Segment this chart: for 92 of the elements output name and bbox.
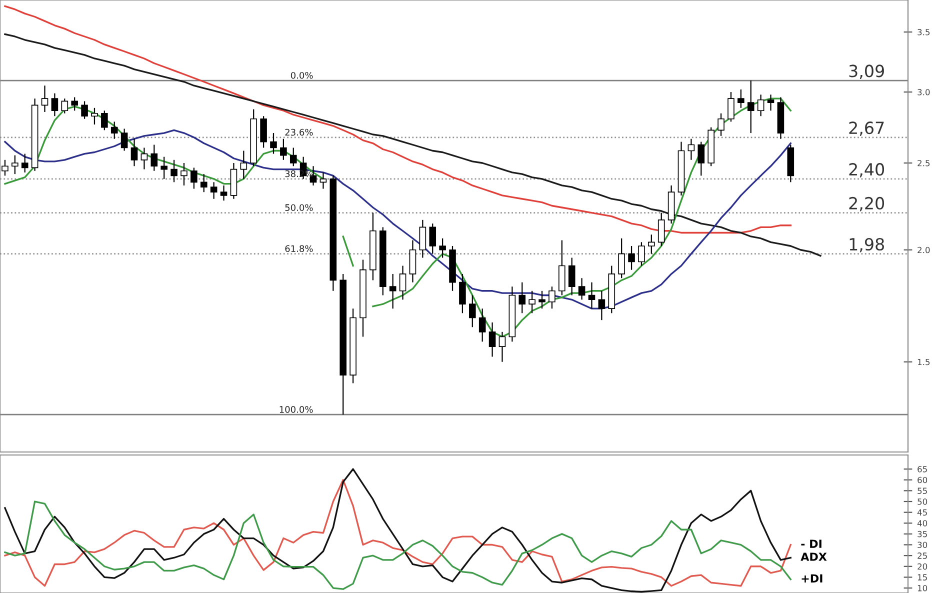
annotation: 100.0% [280,406,313,413]
candlestick [240,150,248,180]
candlestick [638,242,645,266]
candlestick [270,132,277,154]
y-tick-label: 30 [918,542,928,548]
annotation: 50.0% [285,204,313,212]
candlestick [568,257,576,296]
candlestick [200,174,208,193]
candlestick [130,138,138,167]
candlestick [110,121,118,140]
y-tick-label: 35 [918,530,927,538]
candlestick [728,91,734,122]
candlestick [170,159,178,183]
candlestick [120,128,128,152]
candlestick [190,167,198,190]
candlestick [81,100,88,120]
annotation: 23.6% [285,128,313,136]
y-tick-label: 1.5 [918,358,930,366]
y-tick-label: 10 [918,585,928,592]
ref-line-label: 3,09 [849,64,884,79]
candlestick [101,110,108,131]
candlestick [528,290,536,314]
candlestick [628,245,635,270]
ref-line-label: 2,67 [849,122,884,136]
candlestick [538,290,546,310]
candlestick [71,96,78,112]
candlestick [180,162,188,186]
y-tick-label: 40 [917,520,928,526]
candlestick [399,265,406,300]
annotation: 61.8% [285,245,313,252]
candlestick [488,322,496,358]
candlestick [618,238,625,279]
candlestick [429,222,436,254]
candlestick [150,144,158,172]
y-tick-label: 3.0 [918,89,930,96]
candlestick [598,290,606,321]
candlestick [41,85,48,113]
candlestick [220,184,228,202]
candlestick [578,278,586,300]
series-label: ADX [800,552,827,561]
ref-line-label: 1,98 [850,238,884,252]
candlestick [2,159,8,176]
ref-line-label: 2,20 [849,196,884,212]
y-tick-label: 25 [918,552,927,559]
candlestick [498,331,506,362]
candlestick [548,286,556,310]
candlestick [718,112,724,136]
y-tick-label: 15 [918,574,927,580]
candlestick [419,219,426,258]
candlestick [588,282,596,310]
candlestick [320,172,327,190]
line-series [4,500,792,590]
candlestick [738,88,744,108]
candlestick [51,92,58,117]
y-tick-label: 2.0 [918,246,930,254]
candlestick [459,273,466,314]
candlestick [280,138,287,160]
line-series [4,33,822,257]
series-label: +DI [802,574,822,582]
candlestick [518,282,526,314]
candlestick [688,138,695,160]
candlestick [747,80,754,134]
candlestick [698,141,705,176]
y-tick-label: 45 [917,509,927,516]
candlestick [61,98,68,114]
candlestick [260,116,267,148]
candlestick [12,154,18,175]
candlestick [389,273,396,310]
candlestick [658,212,665,247]
candlestick [21,153,28,174]
series-label: - DI [801,540,822,548]
y-tick-label: 50 [918,498,928,505]
annotation: 0.0% [290,72,313,79]
y-tick-label: 65 [918,466,927,472]
candlestick [478,308,486,342]
line-series [4,129,792,310]
y-tick-label: 55 [918,488,927,494]
candlestick [290,147,297,167]
candlestick [91,107,98,126]
candlestick [140,147,148,170]
candlestick [767,94,774,112]
candlestick [160,156,168,180]
y-tick-label: 60 [918,476,928,484]
candlestick [757,94,764,117]
ref-line-label: 2,40 [849,163,884,178]
candlestick [468,294,476,328]
y-tick-label: 3.5 [918,28,930,36]
candlestick [648,234,655,254]
candlestick [210,182,218,200]
y-tick-label: 2.5 [918,160,930,166]
y-tick-label: 20 [918,563,928,570]
candlestick [439,238,446,258]
